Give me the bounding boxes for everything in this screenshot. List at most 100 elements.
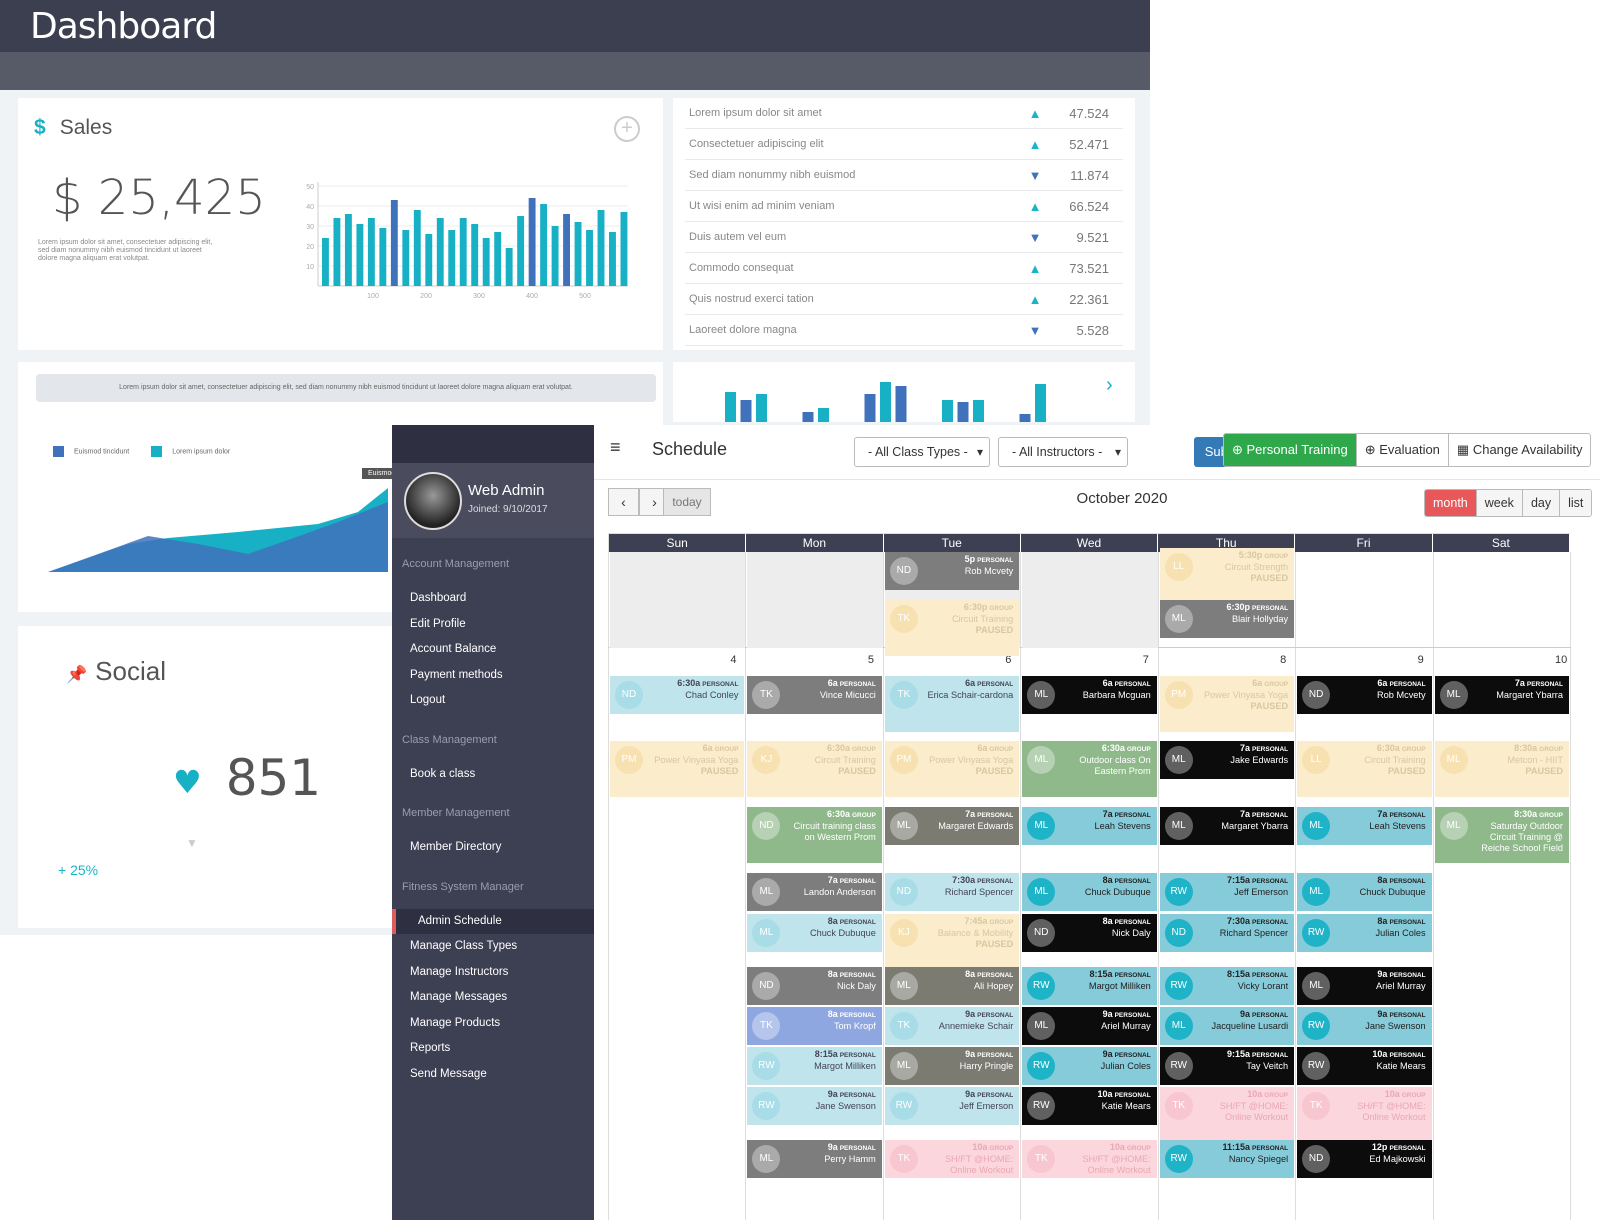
prev-button[interactable]: ‹ <box>608 488 639 516</box>
calendar-event[interactable]: ML 8a PERSONAL Chuck Dubuque <box>1022 873 1157 911</box>
button-label: Evaluation <box>1379 442 1440 457</box>
calendar-event[interactable]: RW 8a PERSONAL Julian Coles <box>1297 914 1432 952</box>
calendar-event[interactable]: ML 6:30p PERSONAL Blair Hollyday <box>1159 600 1295 638</box>
calendar-event[interactable]: ML 7a PERSONAL Margaret Ybarra <box>1159 807 1295 845</box>
sidebar-item-reports[interactable]: Reports <box>410 1042 451 1054</box>
calendar-event[interactable]: ML 7a PERSONAL Margaret Ybarra <box>1434 676 1569 714</box>
calendar-event[interactable]: ML 8a PERSONAL Ali Hopey <box>884 967 1020 1005</box>
calendar-event[interactable]: ML 6:30a GROUP Outdoor class On Eastern Pro… <box>1022 741 1157 797</box>
avatar[interactable] <box>404 472 462 530</box>
calendar-event[interactable]: TK 10a GROUP SH/FT @HOME: Online Workout <box>1159 1087 1295 1143</box>
sidebar-item-book-a-class[interactable]: Book a class <box>410 767 476 780</box>
calendar-event[interactable]: ML 7a PERSONAL Leah Stevens <box>1297 807 1432 845</box>
calendar-event[interactable]: ML 6a PERSONAL Barbara Mcguan <box>1022 676 1157 714</box>
calendar-event[interactable]: TK 10a GROUP SH/FT @HOME: Online Workout <box>1022 1140 1157 1178</box>
menu-icon[interactable]: ≡ <box>610 437 621 457</box>
evaluation-button[interactable]: ⊕ Evaluation <box>1355 434 1448 466</box>
sidebar-item-manage-messages[interactable]: Manage Messages <box>410 991 508 1003</box>
calendar-event[interactable]: RW 9a PERSONAL Jeff Emerson <box>884 1087 1020 1125</box>
calendar-event[interactable]: ML 8a PERSONAL Chuck Dubuque <box>747 914 882 952</box>
event-time: 10a GROUP <box>1384 1089 1426 1099</box>
calendar-event[interactable]: PM 6a GROUP Power Vinyasa Yoga PAUSED <box>884 741 1020 797</box>
calendar-event[interactable]: ND 8a PERSONAL Nick Daly <box>1022 914 1157 952</box>
instructor-select[interactable]: - All Instructors - <box>998 437 1128 467</box>
calendar-event[interactable]: RW 10a PERSONAL Katie Mears <box>1297 1047 1432 1085</box>
admin-sidebar: Web Admin Joined: 9/10/2017 Account Mana… <box>392 425 594 1220</box>
event-name: Harry Pringle <box>959 1061 1014 1071</box>
calendar-event[interactable]: RW 9a PERSONAL Jane Swenson <box>747 1087 882 1125</box>
calendar-event[interactable]: LL 6:30a GROUP Circuit Training PAUSED <box>1297 741 1432 797</box>
calendar-event[interactable]: ML 7a PERSONAL Margaret Edwards <box>884 807 1020 845</box>
view-week-button[interactable]: week <box>1475 490 1522 516</box>
calendar-event[interactable]: TK 6a PERSONAL Erica Schair-cardona <box>884 676 1020 732</box>
sidebar-item-manage-class-types[interactable]: Manage Class Types <box>410 940 518 952</box>
event-time: 11:15a PERSONAL <box>1222 1142 1289 1152</box>
sidebar-item-payment-methods[interactable]: Payment methods <box>410 668 503 681</box>
calendar-event[interactable]: KJ 6:30a GROUP Circuit Training PAUSED <box>747 741 882 797</box>
calendar-event[interactable]: KJ 7:45a GROUP Balance & Mobility PAUSED <box>884 914 1020 970</box>
calendar-event[interactable]: RW 9a PERSONAL Jane Swenson <box>1297 1007 1432 1045</box>
calendar-event[interactable]: ND 7:30a PERSONAL Richard Spencer <box>884 873 1020 911</box>
sidebar-item-admin-schedule[interactable]: Admin Schedule <box>392 908 594 934</box>
calendar-event[interactable]: ML 8:30a GROUP Metcon - HIIT PAUSED <box>1434 741 1569 797</box>
calendar-event[interactable]: RW 8:15a PERSONAL Margot Milliken <box>747 1047 882 1085</box>
view-month-button[interactable]: month <box>1425 490 1476 516</box>
instructor-avatar: ML <box>889 1052 918 1080</box>
calendar-event[interactable]: RW 8:15a PERSONAL Vicky Lorant <box>1159 967 1295 1005</box>
calendar-event[interactable]: RW 8:15a PERSONAL Margot Milliken <box>1022 967 1157 1005</box>
calendar-event[interactable]: TK 6:30p GROUP Circuit Training PAUSED <box>884 600 1020 656</box>
sidebar-item-manage-products[interactable]: Manage Products <box>410 1016 501 1029</box>
calendar-event[interactable]: ML 9a PERSONAL Ariel Murray <box>1297 967 1432 1005</box>
calendar-event[interactable]: TK 8a PERSONAL Tom Kropf <box>747 1007 882 1045</box>
calendar-event[interactable]: PM 6a GROUP Power Vinyasa Yoga PAUSED <box>1159 676 1295 732</box>
calendar-event[interactable]: RW 9a PERSONAL Julian Coles <box>1022 1047 1157 1085</box>
mini-bar-card: › <box>673 362 1135 422</box>
calendar-event[interactable]: TK 9a PERSONAL Annemieke Schair <box>884 1007 1020 1045</box>
calendar-event[interactable]: TK 10a GROUP SH/FT @HOME: Online Workout <box>1297 1087 1432 1143</box>
calendar-event[interactable]: ML 8:30a GROUP Saturday Outdoor Circuit Tra… <box>1434 807 1569 863</box>
view-list-button[interactable]: list <box>1559 490 1592 516</box>
calendar-event[interactable]: ML 7a PERSONAL Landon Anderson <box>747 873 882 911</box>
calendar-event[interactable]: PM 6a GROUP Power Vinyasa Yoga PAUSED <box>610 741 745 797</box>
calendar-event[interactable]: ND 5p PERSONAL Rob Mcvety <box>884 552 1020 590</box>
chevron-right-icon[interactable]: › <box>1106 374 1113 396</box>
class-type-select[interactable]: - All Class Types - <box>854 437 990 467</box>
event-time: 9a PERSONAL <box>1102 1009 1151 1019</box>
calendar-event[interactable]: ND 6:30a PERSONAL Chad Conley <box>610 676 745 714</box>
calendar-event[interactable]: ML 9a PERSONAL Ariel Murray <box>1022 1007 1157 1045</box>
view-day-button[interactable]: day <box>1521 490 1560 516</box>
calendar-event[interactable]: RW 10a PERSONAL Katie Mears <box>1022 1087 1157 1125</box>
calendar-event[interactable]: ML 9a PERSONAL Perry Hamm <box>747 1140 882 1178</box>
sidebar-item-member-directory[interactable]: Member Directory <box>410 841 502 853</box>
calendar-event[interactable]: RW 11:15a PERSONAL Nancy Spiegel <box>1159 1140 1295 1178</box>
sidebar-item-dashboard[interactable]: Dashboard <box>410 592 467 604</box>
calendar-event[interactable]: ND 6a PERSONAL Rob Mcvety <box>1297 676 1432 714</box>
calendar-event[interactable]: ML 7a PERSONAL Leah Stevens <box>1022 807 1157 845</box>
calendar-event[interactable]: LL 5:30p GROUP Circuit Strength PAUSED <box>1159 548 1295 604</box>
calendar-event[interactable]: ML 7a PERSONAL Jake Edwards <box>1159 741 1295 779</box>
calendar-event[interactable]: ND 6:30a GROUP Circuit training class on We… <box>747 807 882 863</box>
event-time: 8:30a GROUP <box>1514 809 1563 819</box>
sidebar-item-edit-profile[interactable]: Edit Profile <box>410 617 466 630</box>
calendar-event[interactable]: RW 7:15a PERSONAL Jeff Emerson <box>1159 873 1295 911</box>
calendar-event[interactable]: TK 10a GROUP SH/FT @HOME: Online Workout <box>884 1140 1020 1178</box>
event-name: Jeff Emerson <box>1234 887 1289 897</box>
change-availability-button[interactable]: ▦ Change Availability <box>1447 434 1591 466</box>
calendar-event[interactable]: ND 7:30a PERSONAL Richard Spencer <box>1159 914 1295 952</box>
calendar-event[interactable]: ND 8a PERSONAL Nick Daly <box>747 967 882 1005</box>
calendar-event[interactable]: ML 8a PERSONAL Chuck Dubuque <box>1297 873 1432 911</box>
sidebar-item-account-balance[interactable]: Account Balance <box>410 643 497 655</box>
personal-training-button[interactable]: ⊕ Personal Training <box>1224 434 1356 466</box>
calendar-event[interactable]: RW 9:15a PERSONAL Tay Veitch <box>1159 1047 1295 1085</box>
sales-card: $ Sales + $ 25,425 Lorem ipsum dolor sit … <box>18 98 663 350</box>
calendar-event[interactable]: ML 9a PERSONAL Harry Pringle <box>884 1047 1020 1085</box>
today-button[interactable]: today <box>663 488 711 516</box>
sidebar-item-logout[interactable]: Logout <box>410 694 446 706</box>
sidebar-item-send-message[interactable]: Send Message <box>410 1067 487 1080</box>
calendar-event[interactable]: ML 9a PERSONAL Jacqueline Lusardi <box>1159 1007 1295 1045</box>
add-icon[interactable]: + <box>614 116 640 142</box>
sidebar-item-manage-instructors[interactable]: Manage Instructors <box>410 965 509 978</box>
calendar-event[interactable]: TK 6a PERSONAL Vince Micucci <box>747 676 882 714</box>
calendar-event[interactable]: ND 12p PERSONAL Ed Majkowski <box>1297 1140 1432 1178</box>
instructor-avatar: ML <box>889 972 918 1000</box>
